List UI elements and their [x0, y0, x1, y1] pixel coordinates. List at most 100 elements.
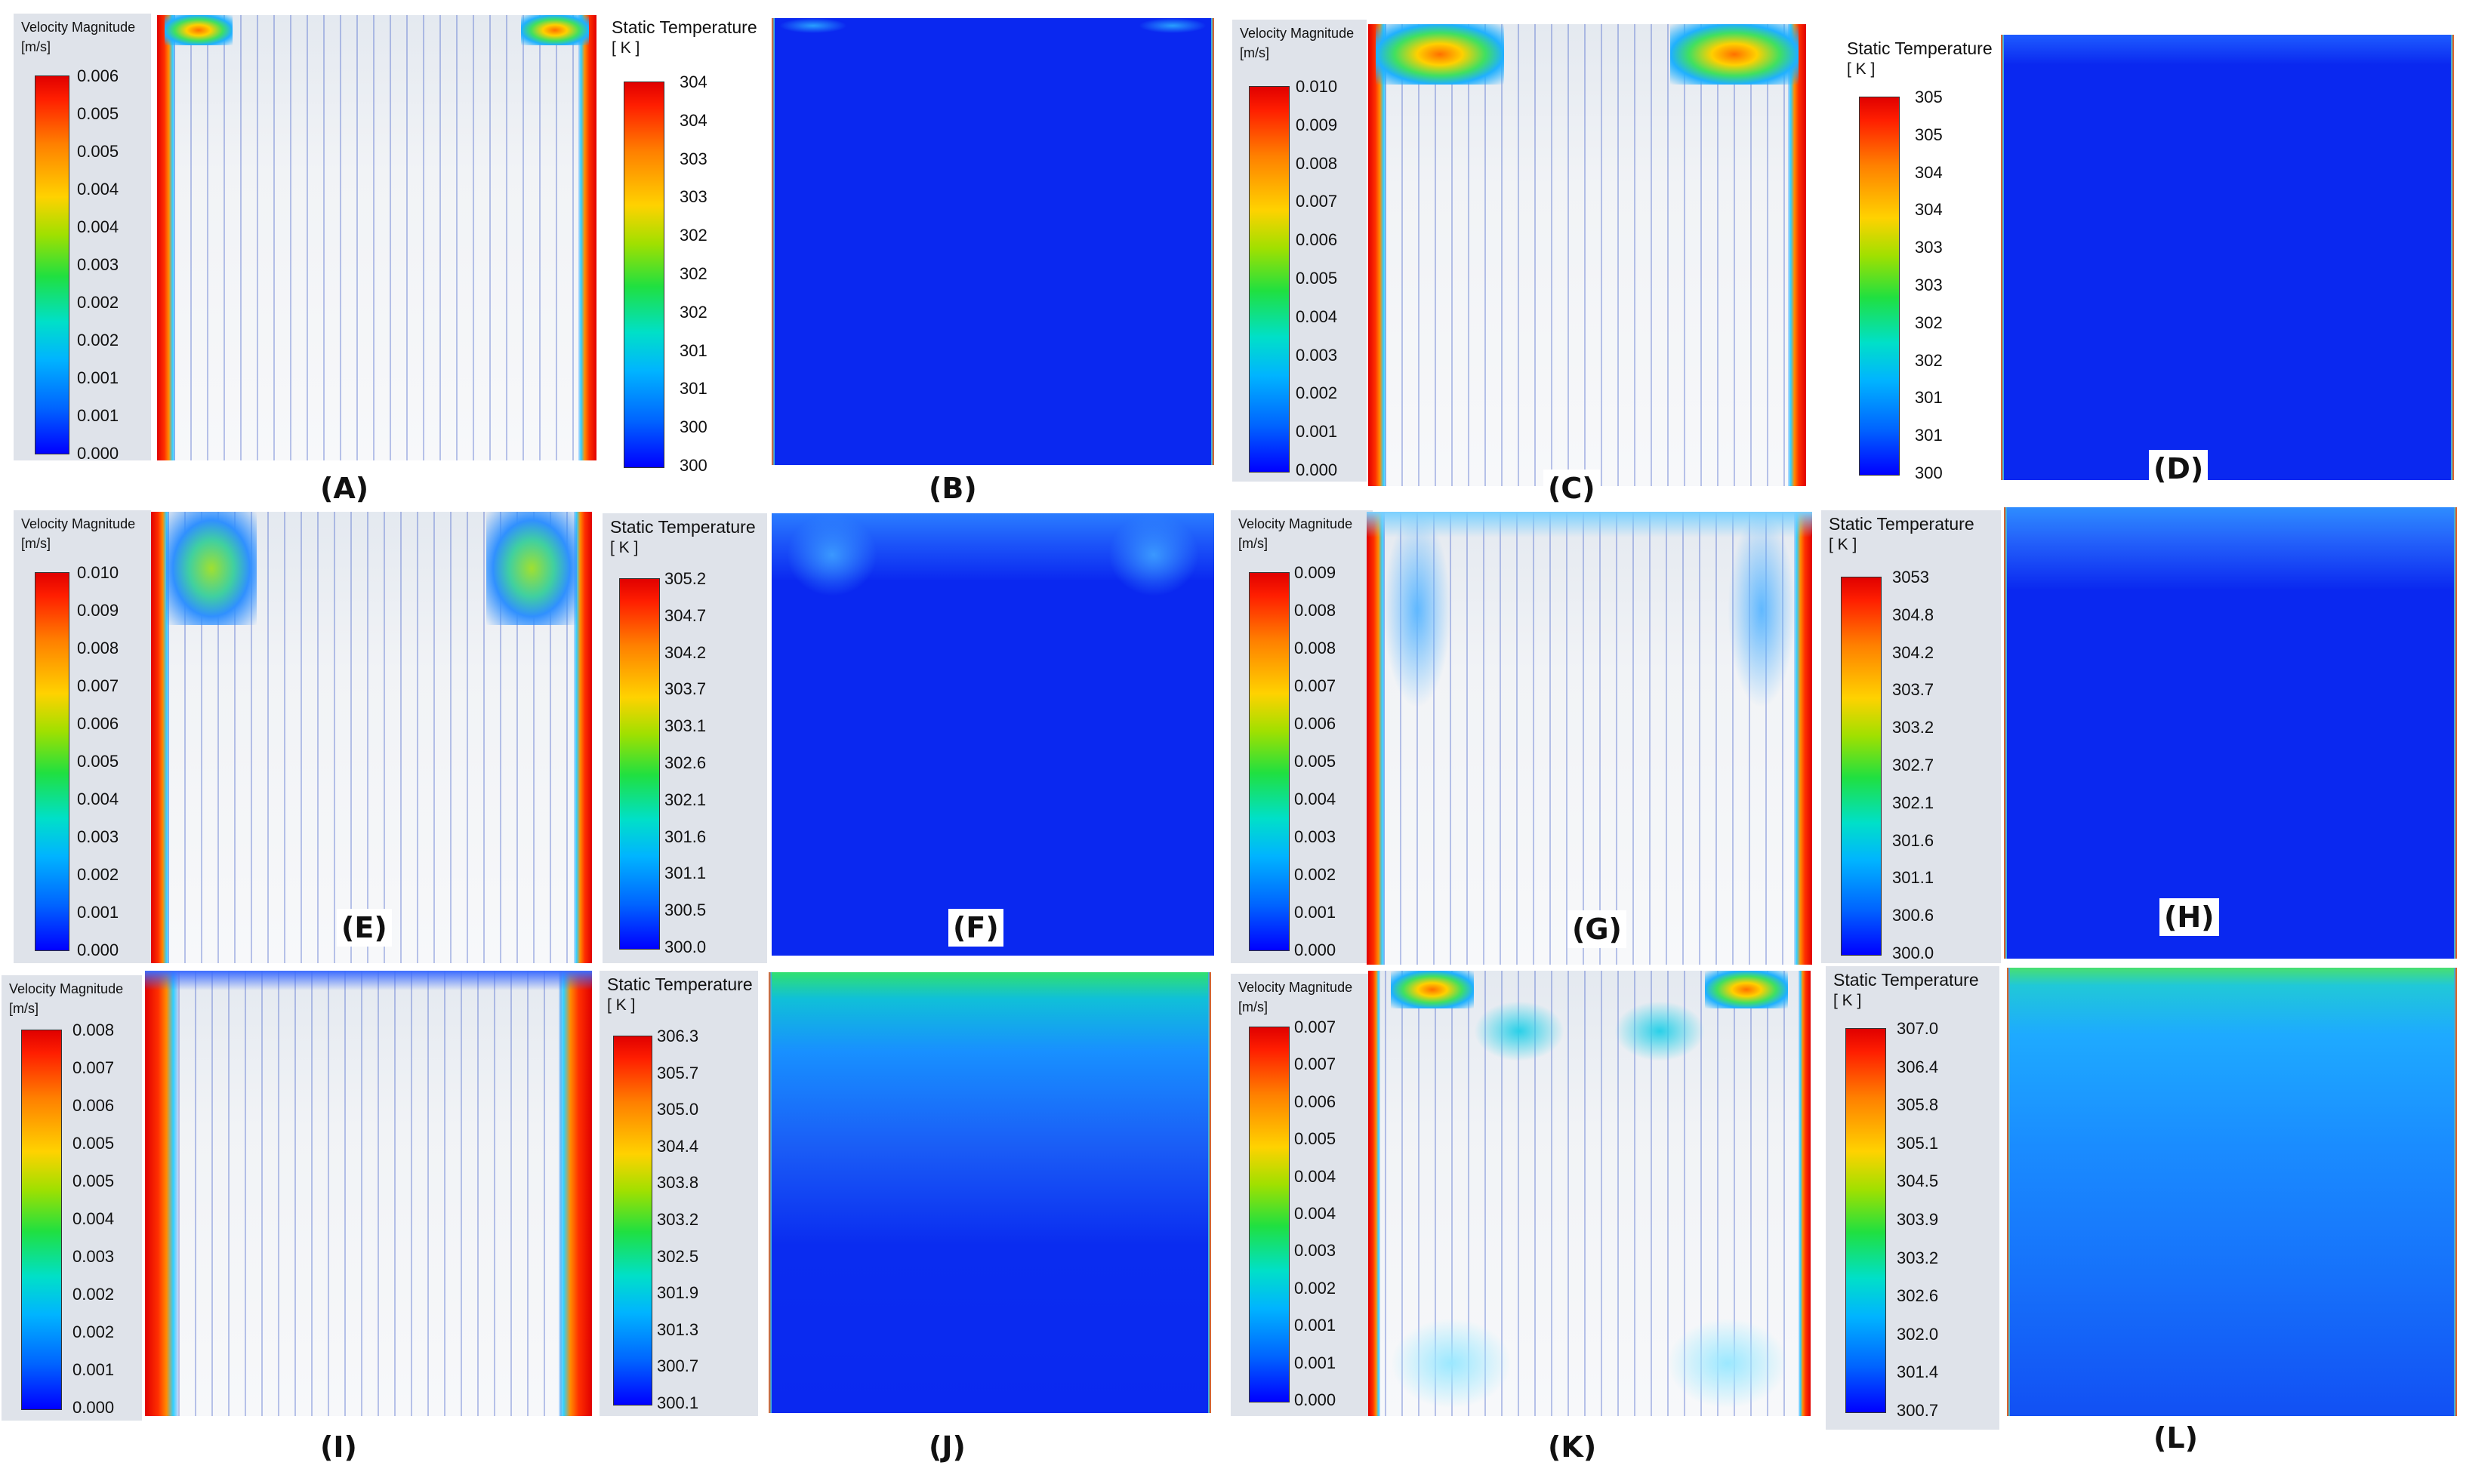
tick-label: 0.004: [72, 1209, 115, 1228]
legend-title: Static Temperature: [607, 974, 753, 994]
colorbar-ticks: 304 304 303 303 302 302 302 301 301 300 …: [680, 74, 707, 474]
tick-label: 0.000: [1294, 941, 1336, 959]
tick-label: 303.7: [664, 679, 707, 699]
colorbar-ticks: 307.0 306.4 305.8 305.1 304.5 303.9 303.…: [1897, 1021, 1938, 1419]
legend-f: Static Temperature [ K ] 305.2 304.7 304…: [603, 513, 767, 963]
legend-title: Velocity Magnitude: [21, 20, 136, 35]
tick-label: 304.4: [657, 1136, 699, 1156]
tick-label: 0.007: [1294, 1055, 1336, 1074]
colorbar: [619, 578, 660, 950]
tick-label: 0.003: [77, 827, 119, 846]
tick-label: 0.008: [1294, 601, 1336, 620]
tick-label: 0.008: [1294, 639, 1336, 657]
tick-label: 302: [680, 263, 707, 283]
legend-e: Velocity Magnitude [m/s] 0.010 0.009 0.0…: [14, 510, 151, 963]
corner-vortex: [1670, 24, 1799, 85]
colorbar: [1249, 572, 1290, 951]
temperature-contour-j: [769, 972, 1211, 1413]
tick-label: 0.004: [77, 180, 119, 199]
tick-label: 0.007: [1294, 1018, 1336, 1036]
hot-wall: [2001, 35, 2004, 480]
tick-label: 0.004: [1294, 790, 1336, 808]
tick-label: 0.002: [72, 1285, 115, 1304]
tick-label: 300.5: [664, 901, 707, 920]
temperature-contour-h: [2004, 507, 2457, 959]
legend-unit: [m/s]: [21, 39, 51, 54]
left-wall-jet: [1368, 24, 1386, 486]
tick-label: 0.000: [1296, 460, 1338, 479]
tick-label: 0.005: [1294, 752, 1336, 771]
tick-label: 302.5: [657, 1246, 699, 1266]
panel-label-k: (K): [1543, 1428, 1601, 1466]
hot-wall: [2451, 35, 2454, 480]
panel-label-i: (I): [316, 1428, 362, 1466]
tick-label: 303: [680, 187, 707, 207]
tick-label: 303.2: [1897, 1248, 1939, 1267]
warm-plume: [1108, 513, 1199, 596]
tick-label: 302.6: [664, 753, 707, 772]
tick-label: 0.007: [77, 676, 119, 695]
temperature-contour-d: [2001, 35, 2454, 480]
velocity-vector-plot-e: [151, 512, 592, 963]
tick-label: 0.005: [72, 1171, 115, 1190]
temperature-contour-l: [2007, 968, 2457, 1416]
panel-label-h: (H): [2159, 898, 2219, 936]
left-wall-jet: [145, 971, 178, 1416]
tick-label: 0.006: [77, 66, 119, 85]
panel-label-a: (A): [316, 470, 374, 507]
velocity-vector-plot-c: [1368, 24, 1806, 486]
tick-label: 0.001: [1294, 1353, 1336, 1372]
tick-label: 302.6: [1897, 1286, 1939, 1306]
legend-title: Static Temperature: [612, 17, 757, 37]
tick-label: 303.9: [1897, 1209, 1939, 1229]
legend-c: Velocity Magnitude [m/s] 0.010 0.009 0.0…: [1232, 20, 1367, 482]
tick-label: 0.006: [72, 1096, 115, 1115]
corner-vortex: [1383, 512, 1451, 708]
tick-label: 307.0: [1897, 1019, 1939, 1038]
legend-i: Velocity Magnitude [m/s] 0.008 0.007 0.0…: [2, 975, 142, 1421]
tick-label: 303.1: [664, 716, 707, 736]
recirculation-cell: [1474, 1001, 1564, 1061]
panel-label-b: (B): [924, 470, 982, 507]
left-wall-jet: [157, 15, 175, 460]
tick-label: 301.9: [657, 1283, 699, 1303]
left-wall-jet: [1367, 512, 1385, 965]
legend-unit: [m/s]: [1238, 999, 1268, 1014]
colorbar: [1841, 577, 1882, 956]
legend-l: Static Temperature [ K ] 307.0 306.4 305…: [1826, 966, 1999, 1430]
tick-label: 0.003: [72, 1247, 115, 1266]
right-wall-jet: [1794, 512, 1812, 965]
tick-label: 306.3: [657, 1027, 699, 1045]
corner-vortex: [1391, 971, 1474, 1008]
tick-label: 303.8: [657, 1173, 699, 1193]
right-wall-jet: [1799, 971, 1811, 1416]
velocity-vector-plot-g: [1367, 512, 1812, 965]
tick-label: 0.001: [1296, 422, 1338, 442]
hot-wall: [2454, 968, 2457, 1416]
velocity-vector-plot-a: [157, 15, 596, 460]
tick-label: 0.004: [77, 217, 119, 236]
tick-label: 0.005: [1296, 268, 1338, 288]
tick-label: 0.000: [77, 941, 119, 959]
tick-label: 303: [680, 149, 707, 168]
colorbar: [624, 82, 664, 468]
panel-label-c: (C): [1543, 470, 1600, 507]
panel-label-l: (L): [2149, 1419, 2202, 1457]
tick-label: 0.006: [1296, 230, 1338, 250]
tick-label: 305.1: [1897, 1133, 1939, 1153]
panel-label-g: (G): [1567, 910, 1626, 948]
tick-label: 300.1: [657, 1393, 699, 1412]
tick-label: 302: [1915, 313, 1943, 332]
hot-wall: [769, 972, 772, 1413]
legend-g: Velocity Magnitude [m/s] 0.009 0.008 0.0…: [1231, 510, 1373, 963]
legend-unit: [ K ]: [610, 539, 639, 556]
legend-unit: [ K ]: [612, 39, 640, 57]
tick-label: 0.002: [77, 293, 119, 312]
colorbar-ticks: 305.2 304.7 304.2 303.7 303.1 302.6 302.…: [664, 571, 706, 956]
tick-label: 302.1: [664, 790, 707, 809]
corner-vortex: [1705, 971, 1788, 1008]
legend-title: Static Temperature: [1833, 970, 1979, 990]
tick-label: 0.004: [1294, 1203, 1336, 1223]
hot-wall: [2004, 507, 2007, 959]
tick-label: 303.7: [1892, 680, 1934, 700]
